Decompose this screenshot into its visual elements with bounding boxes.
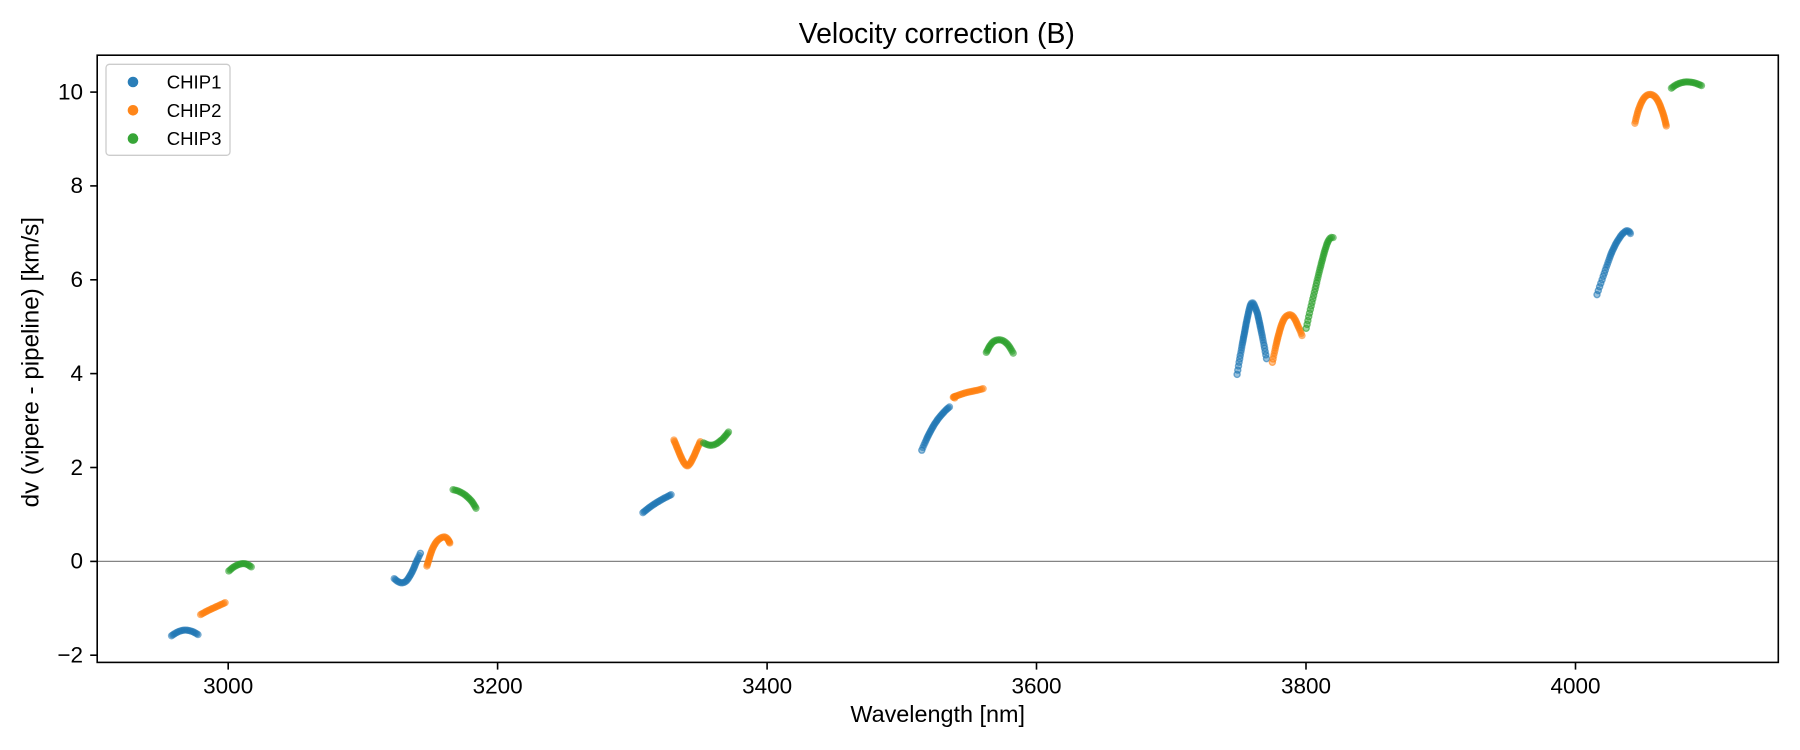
svg-text:CHIP3: CHIP3 <box>167 128 222 149</box>
svg-text:3000: 3000 <box>203 673 253 698</box>
svg-text:4000: 4000 <box>1550 673 1600 698</box>
svg-text:6: 6 <box>70 267 83 292</box>
svg-text:−2: −2 <box>57 643 83 668</box>
svg-text:Wavelength [nm]: Wavelength [nm] <box>850 701 1025 727</box>
svg-text:8: 8 <box>70 173 83 198</box>
svg-text:3400: 3400 <box>742 673 792 698</box>
svg-text:3200: 3200 <box>473 673 523 698</box>
svg-text:Velocity correction (B): Velocity correction (B) <box>799 18 1075 50</box>
svg-text:3600: 3600 <box>1011 673 1061 698</box>
svg-text:dv (vipere - pipeline) [km/s]: dv (vipere - pipeline) [km/s] <box>18 217 45 507</box>
svg-text:4: 4 <box>70 361 83 386</box>
svg-text:CHIP2: CHIP2 <box>167 100 222 121</box>
svg-text:10: 10 <box>58 79 83 104</box>
svg-text:0: 0 <box>70 549 83 574</box>
svg-text:2: 2 <box>70 455 83 480</box>
svg-text:CHIP1: CHIP1 <box>167 72 222 93</box>
svg-text:3800: 3800 <box>1281 673 1331 698</box>
